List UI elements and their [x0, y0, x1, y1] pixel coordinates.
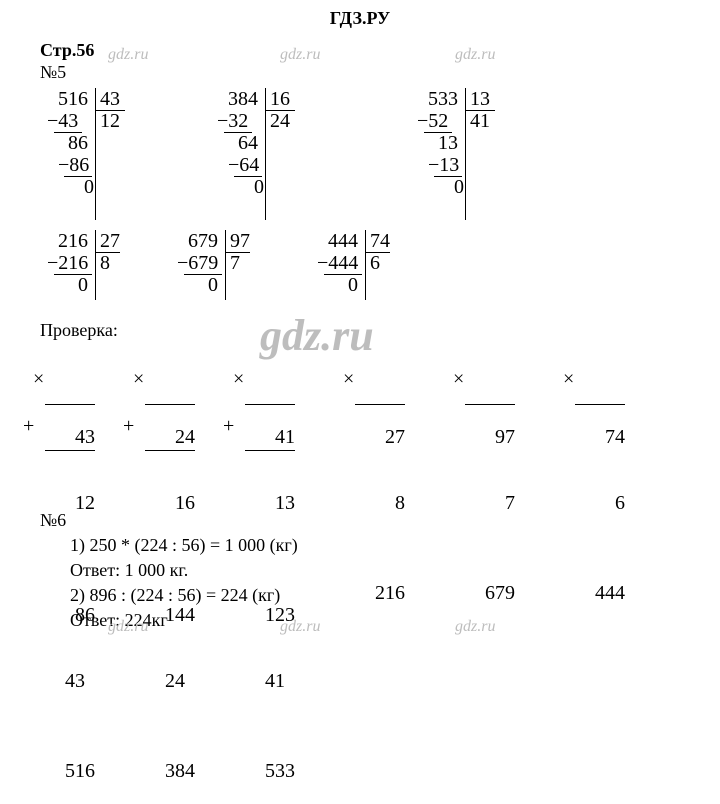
p6-line-3: 2) 896 : (224 : 56) = 224 (кг) — [70, 585, 280, 606]
check-label: Проверка: — [40, 320, 118, 341]
watermark-small: gdz.ru — [455, 46, 495, 64]
mult-5: × 97 7 679 — [465, 360, 515, 626]
watermark-small: gdz.ru — [280, 46, 320, 64]
mult-4: × 27 8 216 — [355, 360, 405, 626]
mult-6: × 74 6 444 — [575, 360, 625, 626]
p6-line-1: 1) 250 * (224 : 56) = 1 000 (кг) — [70, 535, 298, 556]
site-header: ГДЗ.РУ — [0, 0, 720, 29]
problem-6-label: №6 — [40, 510, 66, 531]
watermark-small: gdz.ru — [108, 46, 148, 64]
longdiv-2: 384 16 24 −32 64 −64 0 — [220, 88, 230, 352]
mult-2: × 24 16 + 144 24 384 — [145, 360, 195, 804]
longdiv-3: 533 13 41 −52 13 −13 0 — [420, 88, 430, 352]
watermark-small: gdz.ru — [280, 618, 320, 636]
watermark-small: gdz.ru — [455, 618, 495, 636]
mult-1: × 43 12 + 86 43 516 — [45, 360, 95, 804]
page-label: Стр.56 — [40, 40, 94, 61]
mult-3: × 41 13 + 123 41 533 — [245, 360, 295, 804]
watermark-small: gdz.ru — [108, 618, 148, 636]
watermark-large: gdz.ru — [260, 310, 374, 361]
p6-line-2: Ответ: 1 000 кг. — [70, 560, 188, 581]
problem-5-label: №5 — [40, 62, 66, 83]
